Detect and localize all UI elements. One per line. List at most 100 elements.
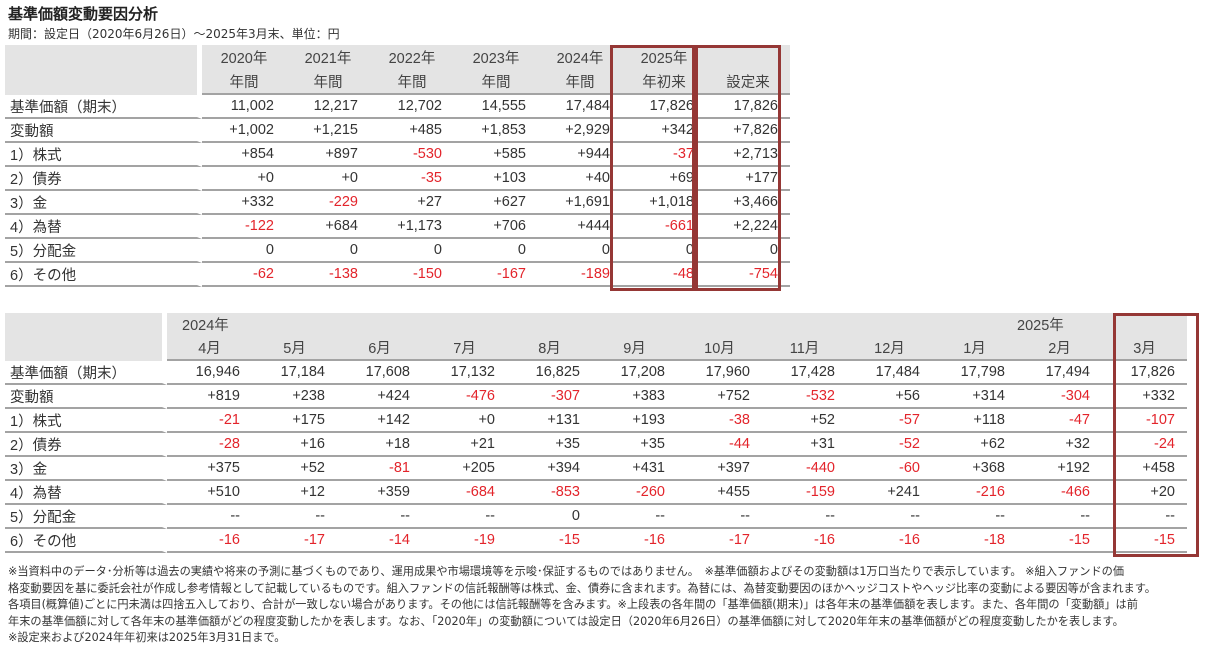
row-label: 基準価額（期末） xyxy=(5,95,202,119)
value-cell: +1,691 xyxy=(538,191,622,215)
value-cell: +359 xyxy=(337,481,422,505)
value-cell: 17,184 xyxy=(252,361,337,385)
value-cell: +332 xyxy=(202,191,286,215)
value-cell: +332 xyxy=(1102,385,1187,409)
value-cell: +12 xyxy=(252,481,337,505)
row-label: 5）分配金 xyxy=(5,239,202,263)
column-header-line1: 2023年 xyxy=(454,45,538,69)
value-cell: -853 xyxy=(507,481,592,505)
month-header: 10月 xyxy=(677,336,762,361)
value-cell: -476 xyxy=(422,385,507,409)
table-row: 3）金 +375 +52 -81 +205 +394 +431 +397 -440 -60 +368… xyxy=(5,457,1187,481)
month-header: 9月 xyxy=(592,336,677,361)
row-label: 3）金 xyxy=(5,191,202,215)
value-cell: +854 xyxy=(202,143,286,167)
table-row: 1）株式 +854 +897 -530 +585 +944 -37 +2,713 xyxy=(5,143,790,167)
value-cell: -14 xyxy=(337,529,422,553)
value-cell: +31 xyxy=(762,433,847,457)
row-label: 4）為替 xyxy=(5,215,202,239)
table-row: 変動額 +819 +238 +424 -476 -307 +383 +752 -532 +56 +3… xyxy=(5,385,1187,409)
value-cell: 17,484 xyxy=(538,95,622,119)
value-cell: +21 xyxy=(422,433,507,457)
value-cell: +62 xyxy=(932,433,1017,457)
value-cell: -19 xyxy=(422,529,507,553)
value-cell: +458 xyxy=(1102,457,1187,481)
value-cell: -15 xyxy=(1017,529,1102,553)
value-cell: -81 xyxy=(337,457,422,481)
value-cell: +18 xyxy=(337,433,422,457)
year-label-2025: 2025年 xyxy=(1017,313,1102,336)
value-cell: +1,215 xyxy=(286,119,370,143)
value-cell: -684 xyxy=(422,481,507,505)
value-cell: +314 xyxy=(932,385,1017,409)
value-cell: +56 xyxy=(847,385,932,409)
row-label: 基準価額（期末） xyxy=(5,361,167,385)
value-cell: +52 xyxy=(762,409,847,433)
value-cell: +118 xyxy=(932,409,1017,433)
row-label: 5）分配金 xyxy=(5,505,167,529)
value-cell: +1,002 xyxy=(202,119,286,143)
value-cell: +944 xyxy=(538,143,622,167)
column-header-line2: 年間 xyxy=(202,69,286,95)
value-cell: +3,466 xyxy=(706,191,790,215)
annual-factor-table: 2020年 2021年 2022年 2023年 2024年 2025年 年間 年間 年間 年間年… xyxy=(5,45,790,287)
value-cell: +131 xyxy=(507,409,592,433)
value-cell: -16 xyxy=(167,529,252,553)
value-cell: +706 xyxy=(454,215,538,239)
value-cell: -- xyxy=(677,505,762,529)
value-cell: -62 xyxy=(202,263,286,287)
value-cell: -35 xyxy=(370,167,454,191)
value-cell: -37 xyxy=(622,143,706,167)
value-cell: 16,946 xyxy=(167,361,252,385)
value-cell: -52 xyxy=(847,433,932,457)
month-header: 5月 xyxy=(252,336,337,361)
value-cell: -15 xyxy=(1102,529,1187,553)
value-cell: -150 xyxy=(370,263,454,287)
value-cell: 17,960 xyxy=(677,361,762,385)
value-cell: 0 xyxy=(507,505,592,529)
value-cell: -17 xyxy=(677,529,762,553)
value-cell: +69 xyxy=(622,167,706,191)
value-cell: 14,555 xyxy=(454,95,538,119)
table-row: 4）為替 -122 +684 +1,173 +706 +444 -661 +2,224 xyxy=(5,215,790,239)
value-cell: -- xyxy=(337,505,422,529)
value-cell: +177 xyxy=(706,167,790,191)
value-cell: +2,224 xyxy=(706,215,790,239)
value-cell: -754 xyxy=(706,263,790,287)
table-row: 2）債券 +0 +0 -35 +103 +40 +69 +177 xyxy=(5,167,790,191)
value-cell: -107 xyxy=(1102,409,1187,433)
value-cell: 0 xyxy=(286,239,370,263)
value-cell: -- xyxy=(167,505,252,529)
value-cell: +20 xyxy=(1102,481,1187,505)
table-row: 2）債券 -28 +16 +18 +21 +35 +35 -44 +31 -52 +62 +32 -24 xyxy=(5,433,1187,457)
value-cell: 17,132 xyxy=(422,361,507,385)
value-cell: -167 xyxy=(454,263,538,287)
value-cell: +7,826 xyxy=(706,119,790,143)
value-cell: +627 xyxy=(454,191,538,215)
footnote-line: ※当資料中のデータ･分析等は過去の実績や将来の予測に基づくものであり、運用成果や… xyxy=(8,565,1125,578)
column-header-line1: 2024年 xyxy=(538,45,622,69)
table-row: 4）為替 +510 +12 +359 -684 -853 -260 +455 -159 +241-… xyxy=(5,481,1187,505)
value-cell: +375 xyxy=(167,457,252,481)
value-cell: -159 xyxy=(762,481,847,505)
value-cell: +32 xyxy=(1017,433,1102,457)
value-cell: -- xyxy=(422,505,507,529)
value-cell: 17,208 xyxy=(592,361,677,385)
table-row: 基準価額（期末） 16,946 17,184 17,608 17,132 16,825 17… xyxy=(5,361,1187,385)
column-header-line2: 設定来 xyxy=(706,69,790,95)
row-label: 6）その他 xyxy=(5,263,202,287)
value-cell: +455 xyxy=(677,481,762,505)
value-cell: 0 xyxy=(538,239,622,263)
value-cell: +1,853 xyxy=(454,119,538,143)
value-cell: -48 xyxy=(622,263,706,287)
value-cell: +585 xyxy=(454,143,538,167)
value-cell: +368 xyxy=(932,457,1017,481)
column-header-line2: 年間 xyxy=(454,69,538,95)
value-cell: -16 xyxy=(592,529,677,553)
value-cell: 0 xyxy=(622,239,706,263)
value-cell: 0 xyxy=(706,239,790,263)
column-header-line1: 2020年 xyxy=(202,45,286,69)
footnote-line: 年末の基準価額に対して各年末の基準価額がどの程度変動したかを表します。なお、「2… xyxy=(8,614,1124,628)
value-cell: -440 xyxy=(762,457,847,481)
value-cell: -466 xyxy=(1017,481,1102,505)
